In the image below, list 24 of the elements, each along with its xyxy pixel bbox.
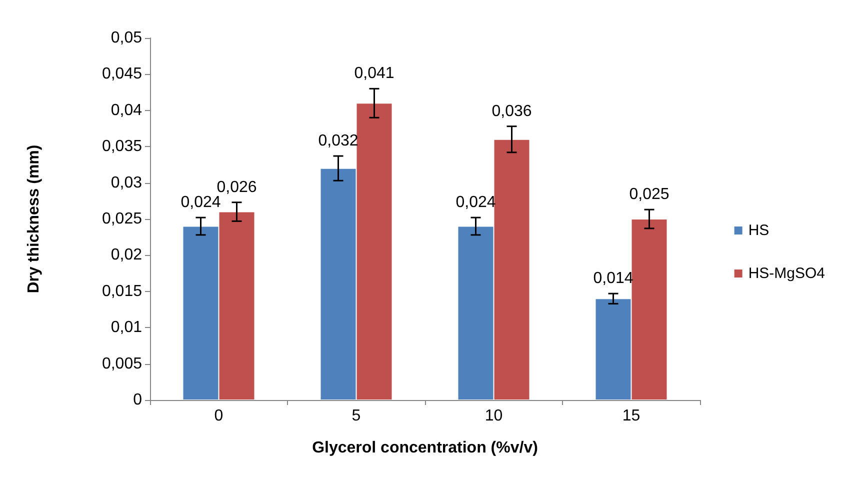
data-label: 0,024 bbox=[180, 194, 221, 212]
y-tick-label: 0,05 bbox=[110, 30, 142, 46]
y-tick-label: 0 bbox=[133, 392, 142, 408]
y-tick-label: 0,045 bbox=[102, 66, 142, 83]
x-tick-label: 10 bbox=[484, 408, 503, 424]
y-tick-label: 0,005 bbox=[102, 355, 142, 372]
legend-label: HS-MgSO4 bbox=[748, 265, 826, 282]
x-axis-title: Glycerol concentration (%v/v) bbox=[312, 440, 538, 456]
y-tick-label: 0,025 bbox=[102, 210, 142, 228]
y-tick-label: 0,01 bbox=[110, 319, 142, 336]
data-label: 0,026 bbox=[216, 178, 257, 196]
y-tick-label: 0,015 bbox=[102, 282, 142, 300]
y-tick-label: 0,035 bbox=[102, 138, 142, 156]
data-label: 0,025 bbox=[629, 186, 670, 204]
y-tick-label: 0,03 bbox=[110, 174, 142, 192]
data-label: 0,036 bbox=[492, 102, 532, 120]
data-label: 0,041 bbox=[354, 65, 394, 82]
y-axis-title: Dry thickness (mm) bbox=[26, 144, 42, 294]
x-tick-label: 15 bbox=[622, 408, 640, 424]
y-tick-label: 0,02 bbox=[110, 246, 142, 264]
x-tick-label: 5 bbox=[352, 408, 361, 424]
legend-label: HS bbox=[748, 222, 770, 239]
y-tick-label: 0,04 bbox=[110, 102, 142, 119]
x-tick-label: 0 bbox=[214, 408, 224, 424]
